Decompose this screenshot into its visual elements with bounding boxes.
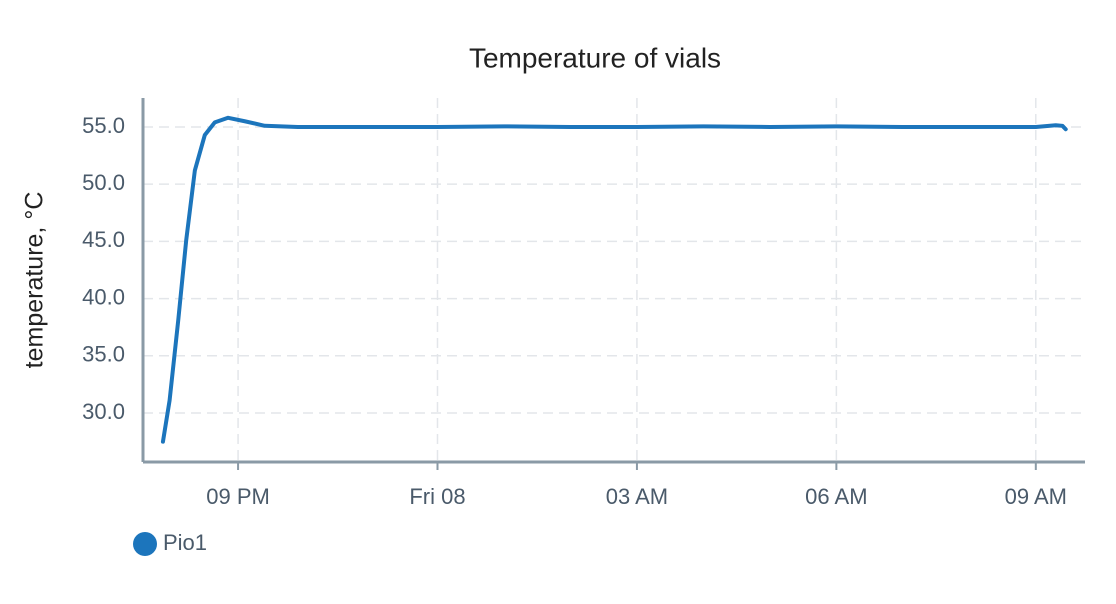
line-series xyxy=(160,115,1068,444)
legend-marker xyxy=(133,532,157,556)
y-tick-label: 55.0 xyxy=(82,113,125,138)
y-tick-label: 30.0 xyxy=(82,399,125,424)
x-tick-label: Fri 08 xyxy=(409,484,465,509)
x-tick-label: 09 PM xyxy=(206,484,270,509)
y-tick-label: 45.0 xyxy=(82,227,125,252)
x-tick-label: 09 AM xyxy=(1005,484,1067,509)
x-tick-label: 03 AM xyxy=(606,484,668,509)
y-axis-label: temperature, °C xyxy=(21,192,49,369)
y-tick-label: 35.0 xyxy=(82,342,125,367)
x-tick-label: 06 AM xyxy=(805,484,867,509)
y-tick-label: 40.0 xyxy=(82,284,125,309)
y-tick-label: 50.0 xyxy=(82,170,125,195)
legend-label: Pio1 xyxy=(163,530,207,555)
chart-title: Temperature of vials xyxy=(469,42,721,73)
